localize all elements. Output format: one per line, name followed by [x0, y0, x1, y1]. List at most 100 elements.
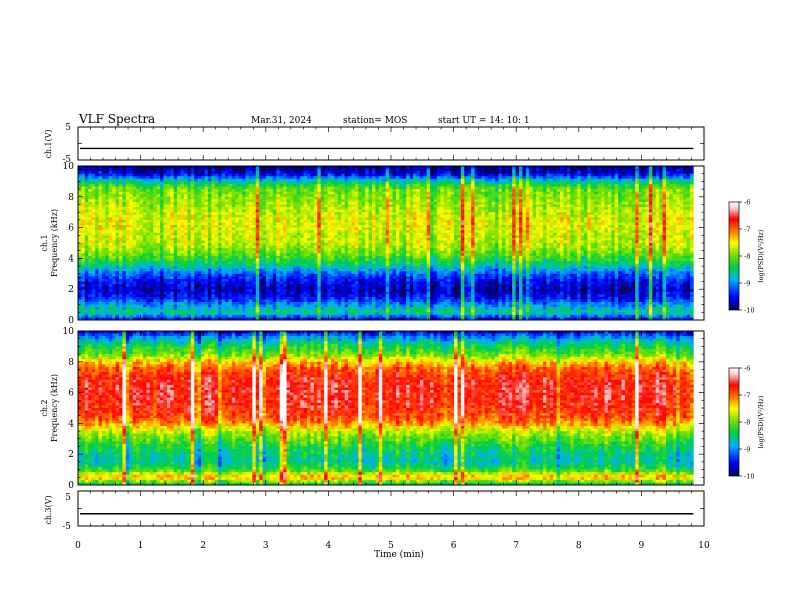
spectrogram-cell [126, 256, 130, 259]
spectrogram-cell [85, 307, 89, 310]
spectrogram-cell [201, 194, 205, 197]
spectrogram-cell [276, 302, 280, 305]
spectrogram-cell [95, 171, 99, 174]
spectrogram-cell [136, 235, 140, 238]
spectrogram-cell [252, 294, 256, 297]
spectrogram-cell [256, 299, 260, 302]
spectrogram-cell [242, 202, 246, 205]
spectrogram-cell [126, 235, 130, 238]
spectrogram-cell [187, 210, 191, 213]
spectrogram-cell [105, 179, 109, 182]
spectrogram-cell [136, 264, 140, 267]
spectrogram-cell [249, 302, 253, 305]
spectrogram-cell [181, 264, 185, 267]
spectrogram-cell [276, 176, 280, 179]
spectrogram-cell [208, 284, 212, 287]
spectrogram-cell [208, 299, 212, 302]
spectrogram-cell [95, 225, 99, 228]
spectrogram-cell [181, 261, 185, 264]
spectrogram-cell [263, 261, 267, 264]
spectrogram-cell [136, 294, 140, 297]
spectrogram-cell [276, 174, 280, 177]
spectrogram-cell [153, 230, 157, 233]
spectrogram-cell [126, 222, 130, 225]
spectrogram-cell [273, 220, 277, 223]
spectrogram-cell [153, 205, 157, 208]
spectrogram-cell [201, 210, 205, 213]
spectrogram-cell [78, 312, 82, 315]
spectrogram-cell [88, 292, 92, 295]
spectrogram-cell [143, 171, 147, 174]
spectrogram-cell [143, 274, 147, 277]
spectrogram-cell [78, 207, 82, 210]
spectrogram-cell [273, 222, 277, 225]
spectrogram-cell [78, 246, 82, 249]
spectrogram-cell [99, 210, 103, 213]
spectrogram-cell [181, 266, 185, 269]
spectrogram-cell [126, 194, 130, 197]
spectrogram-cell [174, 279, 178, 282]
spectrogram-cell [252, 279, 256, 282]
spectrogram-cell [201, 261, 205, 264]
spectrogram-cell [92, 276, 96, 279]
spectrogram-cell [129, 299, 133, 302]
spectrogram-cell [259, 199, 263, 202]
spectrogram-cell [259, 310, 263, 313]
spectrogram-cell [201, 192, 205, 195]
spectrogram-cell [256, 210, 260, 213]
spectrogram-cell [99, 187, 103, 190]
spectrogram-cell [222, 302, 226, 305]
spectrogram-cell [85, 202, 89, 205]
spectrogram-cell [232, 233, 236, 236]
spectrogram-cell [273, 261, 277, 264]
spectrogram-cell [122, 222, 126, 225]
spectrogram-cell [211, 205, 215, 208]
spectrogram-cell [112, 210, 116, 213]
spectrogram-cell [256, 189, 260, 192]
spectrogram-cell [122, 248, 126, 251]
spectrogram-cell [252, 264, 256, 267]
spectrogram-cell [143, 199, 147, 202]
spectrogram-cell [269, 310, 273, 313]
spectrogram-cell [129, 274, 133, 277]
spectrogram-cell [256, 171, 260, 174]
spectrogram-cell [242, 230, 246, 233]
spectrogram-cell [273, 230, 277, 233]
spectrogram-cell [246, 202, 250, 205]
spectrogram-cell [95, 210, 99, 213]
spectrogram-cell [116, 315, 120, 318]
spectrogram-cell [150, 194, 154, 197]
spectrogram-cell [170, 297, 174, 300]
spectrogram-cell [157, 220, 161, 223]
spectrogram-cell [263, 171, 267, 174]
spectrogram-cell [181, 194, 185, 197]
spectrogram-cell [140, 266, 144, 269]
spectrogram-cell [246, 207, 250, 210]
spectrogram-cell [239, 194, 243, 197]
spectrogram-cell [129, 194, 133, 197]
spectrogram-cell [246, 176, 250, 179]
spectrogram-cell [174, 276, 178, 279]
spectrogram-cell [116, 240, 120, 243]
spectrogram-cell [133, 315, 137, 318]
spectrogram-cell [157, 302, 161, 305]
spectrogram-cell [177, 266, 181, 269]
spectrogram-cell [269, 302, 273, 305]
spectrogram-cell [153, 199, 157, 202]
spectrogram-cell [246, 228, 250, 231]
spectrogram-cell [170, 279, 174, 282]
spectrogram-cell [276, 197, 280, 200]
spectrogram-cell [269, 279, 273, 282]
spectrogram-cell [194, 169, 198, 172]
spectrogram-cell [266, 258, 270, 261]
spectrogram-cell [85, 233, 89, 236]
spectrogram-cell [235, 225, 239, 228]
spectrogram-cell [126, 269, 130, 272]
spectrogram-cell [126, 212, 130, 215]
spectrogram-cell [242, 215, 246, 218]
spectrogram-cell [112, 176, 116, 179]
spectrogram-cell [81, 248, 85, 251]
spectrogram-cell [126, 240, 130, 243]
spectrogram-cell [102, 210, 106, 213]
spectrogram-cell [109, 197, 113, 200]
